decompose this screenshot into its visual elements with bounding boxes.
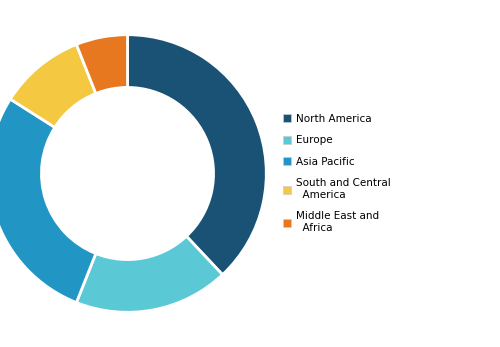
Wedge shape xyxy=(76,35,128,93)
Wedge shape xyxy=(10,44,96,127)
Wedge shape xyxy=(128,35,266,275)
Legend: North America, Europe, Asia Pacific, South and Central
  America, Middle East an: North America, Europe, Asia Pacific, Sou… xyxy=(278,110,395,237)
Wedge shape xyxy=(0,99,96,303)
Wedge shape xyxy=(76,236,223,312)
